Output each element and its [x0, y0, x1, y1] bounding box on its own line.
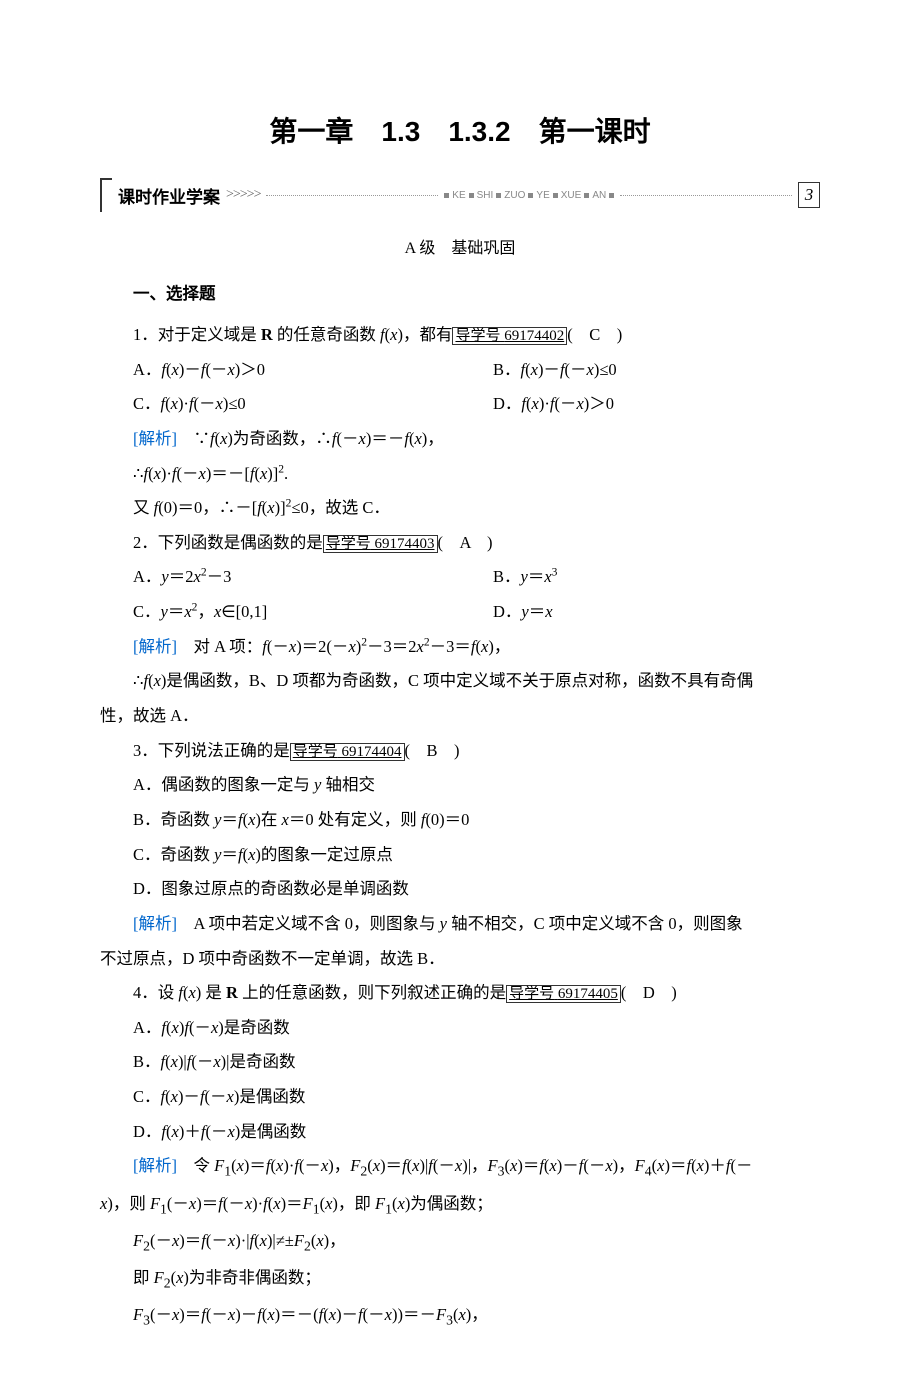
q4-opt-a: A．f(x)f(－x)是奇函数	[100, 1011, 820, 1046]
divider	[620, 195, 792, 196]
q2-opt-b: B．y＝x3	[460, 560, 820, 595]
q3-opt-c: C．奇函数 y＝f(x)的图象一定过原点	[100, 838, 820, 873]
q4-opt-c: C．f(x)－f(－x)是偶函数	[100, 1080, 820, 1115]
q4-sol-1b: x)，则 F1(－x)＝f(－x)·f(x)＝F1(x)，即 F1(x)为偶函数…	[100, 1187, 820, 1224]
q4-sol-2: F2(－x)＝f(－x)·|f(x)|≠±F2(x)，	[100, 1224, 820, 1261]
level-header: A 级 基础巩固	[100, 234, 820, 258]
daoxue-badge: 导学号 69174404	[290, 743, 405, 761]
banner-spell: KE SHI ZUO YE XUE AN	[444, 190, 614, 201]
q1-options: A．f(x)－f(－x)＞0 B．f(x)－f(－x)≤0 C．f(x)·f(－…	[100, 353, 820, 422]
q4-stem: 4．设 f(x) 是 R 上的任意函数，则下列叙述正确的是导学号 6917440…	[100, 976, 820, 1011]
page-title: 第一章 1.3 1.3.2 第一课时	[100, 110, 820, 150]
page-number-badge: 3	[798, 182, 820, 208]
level-tag: A 级	[405, 240, 436, 257]
q3-options: A．偶函数的图象一定与 y 轴相交 B．奇函数 y＝f(x)在 x＝0 处有定义…	[100, 768, 820, 907]
q3-stem: 3．下列说法正确的是导学号 69174404( B )	[100, 734, 820, 769]
q4-opt-b: B．f(x)|f(－x)|是奇函数	[100, 1045, 820, 1080]
q1-sol-2: ∴f(x)·f(－x)＝－[f(x)]2.	[100, 457, 820, 492]
chevron-icons: >>>>>	[226, 187, 260, 203]
q2-sol-3: 性，故选 A．	[100, 699, 820, 734]
q1-sol-3: 又 f(0)＝0，∴－[f(x)]2≤0，故选 C．	[100, 491, 820, 526]
q1-stem: 1．对于定义域是 R 的任意奇函数 f(x)，都有导学号 69174402( C…	[100, 318, 820, 353]
daoxue-badge: 导学号 69174402	[452, 327, 567, 345]
q3-opt-d: D．图象过原点的奇函数必是单调函数	[100, 872, 820, 907]
q2-stem: 2．下列函数是偶函数的是导学号 69174403( A )	[100, 526, 820, 561]
q4-sol-4: F3(－x)＝f(－x)－f(x)＝－(f(x)－f(－x))＝－F3(x)，	[100, 1298, 820, 1335]
q1-opt-c: C．f(x)·f(－x)≤0	[100, 387, 460, 422]
divider	[266, 195, 438, 196]
q2-opt-d: D．y＝x	[460, 595, 820, 630]
bracket-icon	[100, 178, 112, 212]
banner-label: 课时作业学案	[118, 183, 220, 208]
q3-opt-b: B．奇函数 y＝f(x)在 x＝0 处有定义，则 f(0)＝0	[100, 803, 820, 838]
q2-opt-a: A．y＝2x2－3	[100, 560, 460, 595]
q3-sol-2: 不过原点，D 项中奇函数不一定单调，故选 B．	[100, 942, 820, 977]
q2-sol-2: ∴f(x)是偶函数，B、D 项都为奇函数，C 项中定义域不关于原点对称，函数不具…	[100, 664, 820, 699]
section-heading: 一、选择题	[100, 280, 820, 304]
level-label: 基础巩固	[451, 240, 515, 257]
q2-opt-c: C．y＝x2，x∈[0,1]	[100, 595, 460, 630]
q4-opt-d: D．f(x)＋f(－x)是偶函数	[100, 1115, 820, 1150]
q4-options: A．f(x)f(－x)是奇函数 B．f(x)|f(－x)|是奇函数 C．f(x)…	[100, 1011, 820, 1150]
q1-sol-1: [解析] ∵f(x)为奇函数，∴f(－x)＝－f(x)，	[100, 422, 820, 457]
q3-sol-1: [解析] A 项中若定义域不含 0，则图象与 y 轴不相交，C 项中定义域不含 …	[100, 907, 820, 942]
q3-opt-a: A．偶函数的图象一定与 y 轴相交	[100, 768, 820, 803]
daoxue-badge: 导学号 69174403	[323, 535, 438, 553]
worksheet-banner: 课时作业学案 >>>>> KE SHI ZUO YE XUE AN 3	[100, 178, 820, 212]
q4-sol-1: [解析] 令 F1(x)＝f(x)·f(－x)，F2(x)＝f(x)|f(－x)…	[100, 1149, 820, 1186]
q2-options: A．y＝2x2－3 B．y＝x3 C．y＝x2，x∈[0,1] D．y＝x	[100, 560, 820, 629]
daoxue-badge: 导学号 69174405	[506, 985, 621, 1003]
q1-opt-b: B．f(x)－f(－x)≤0	[460, 353, 820, 388]
q2-sol-1: [解析] 对 A 项：f(－x)＝2(－x)2－3＝2x2－3＝f(x)，	[100, 630, 820, 665]
q1-opt-d: D．f(x)·f(－x)＞0	[460, 387, 820, 422]
q1-opt-a: A．f(x)－f(－x)＞0	[100, 353, 460, 388]
q4-sol-3: 即 F2(x)为非奇非偶函数；	[100, 1261, 820, 1298]
